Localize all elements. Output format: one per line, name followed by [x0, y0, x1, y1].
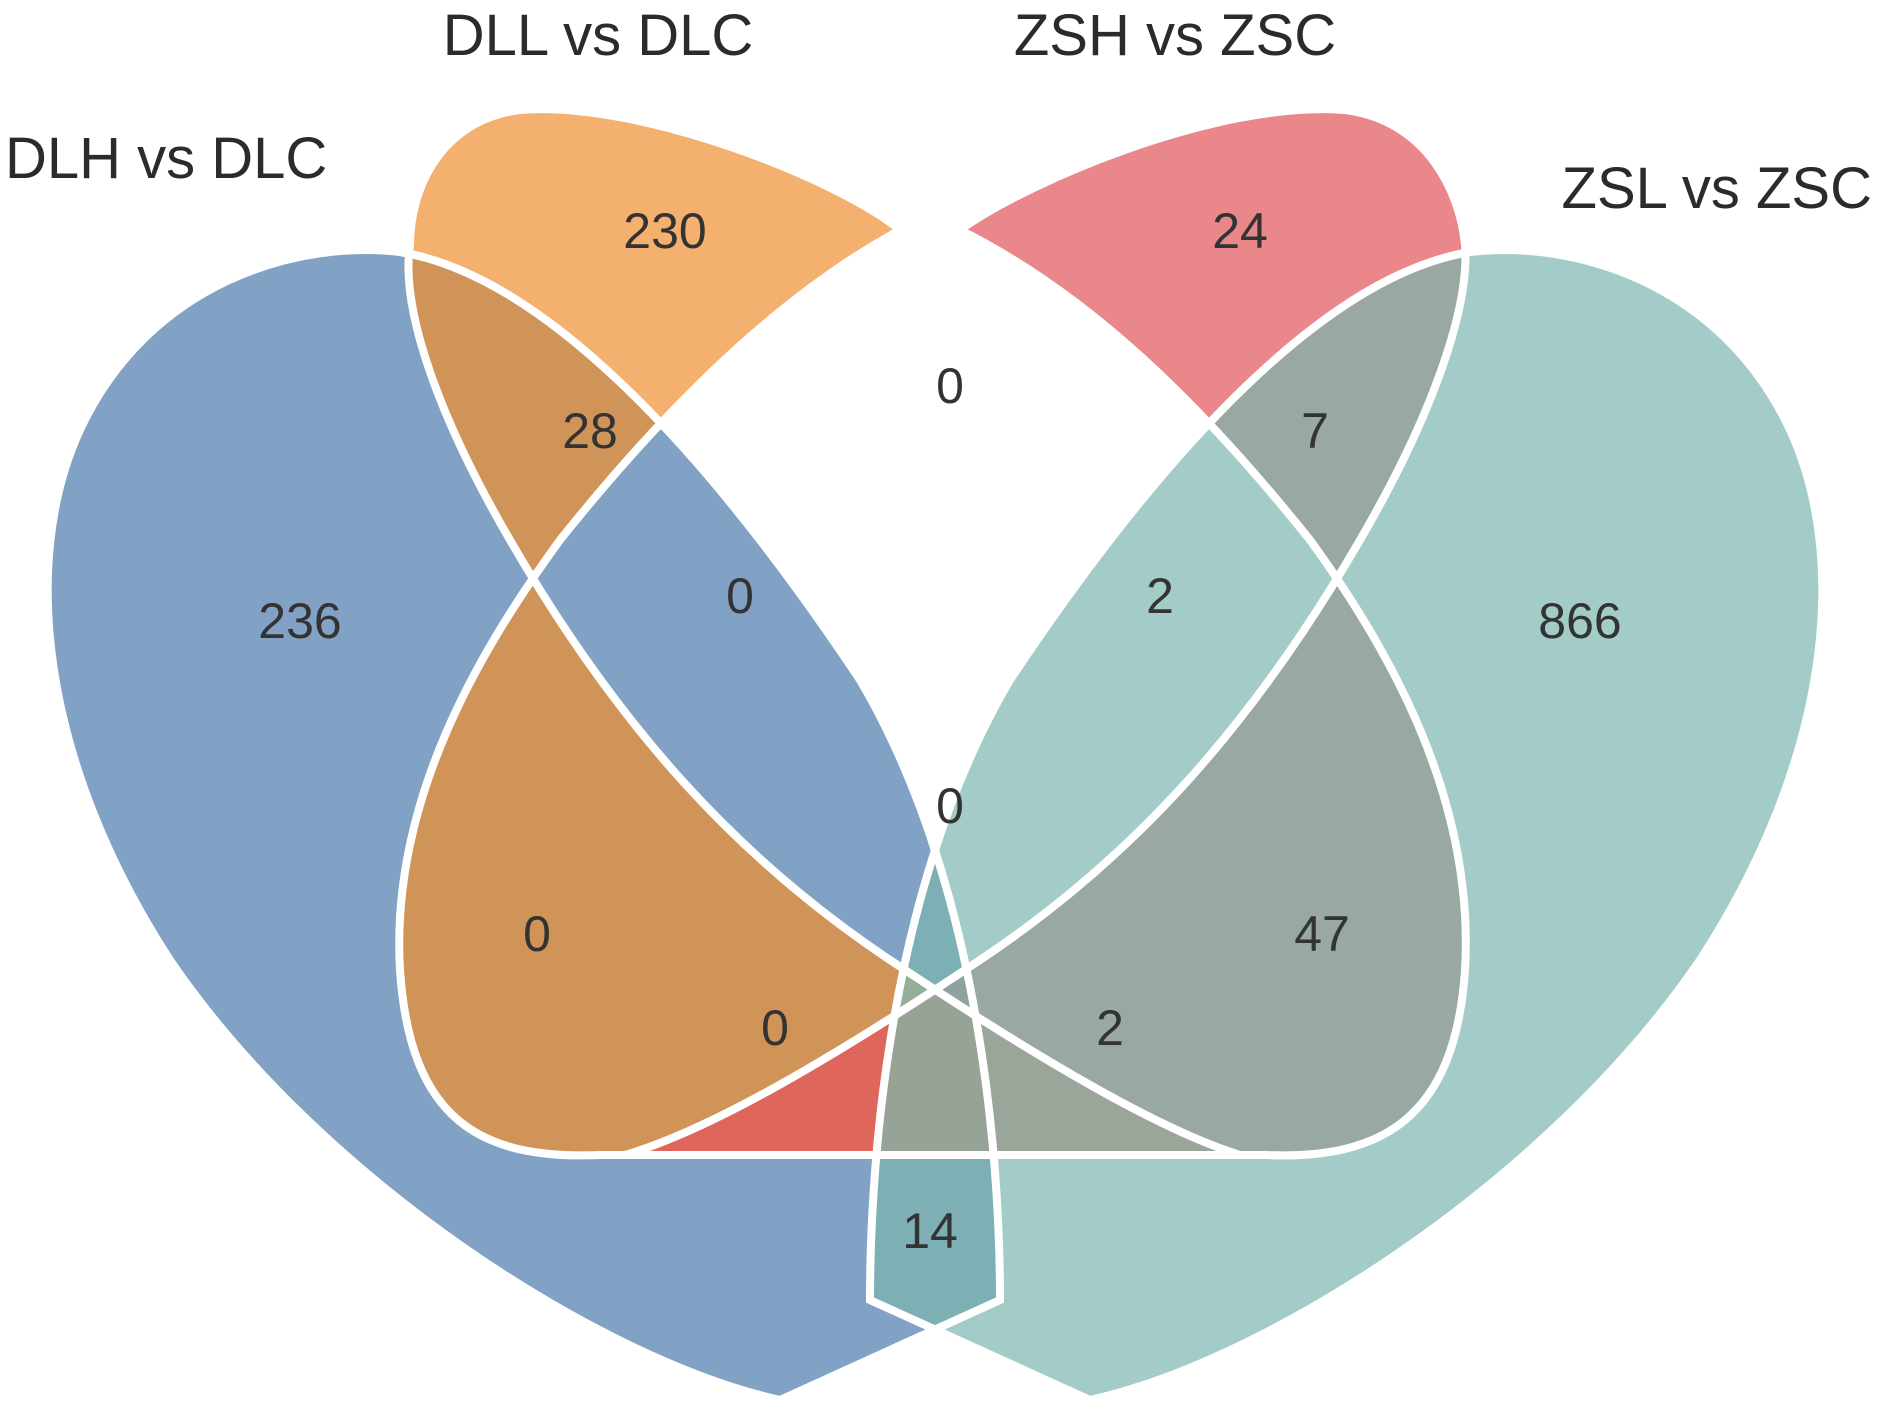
- region-count-abcd: 0: [936, 778, 964, 834]
- region-count-abc: 0: [726, 568, 754, 624]
- region-count-bcd: 2: [1146, 568, 1174, 624]
- set-outline-c: [623, 105, 1470, 1160]
- venn-outlines: [43, 105, 1827, 1405]
- region-count-c: 24: [1212, 203, 1268, 259]
- region-count-bd: 47: [1294, 906, 1350, 962]
- set-outline-a: [43, 246, 1005, 1405]
- region-count-cd: 7: [1301, 403, 1329, 459]
- set-label-c: ZSH vs ZSC: [1014, 3, 1336, 68]
- set-label-a: DLH vs DLC: [5, 126, 327, 191]
- region-count-ad: 14: [902, 1203, 958, 1259]
- set-outline-b: [395, 105, 1242, 1160]
- region-count-abd: 2: [1096, 1000, 1124, 1056]
- venn-set-labels: DLH vs DLC DLL vs DLC ZSH vs ZSC ZSL vs ZSC: [5, 3, 1872, 221]
- venn-region-counts: 236 230 24 866 28 0 7 0 47 14 0 2 0 2 0: [258, 203, 1621, 1259]
- region-count-acd: 0: [761, 1000, 789, 1056]
- region-count-a: 236: [258, 593, 341, 649]
- set-label-d: ZSL vs ZSC: [1562, 156, 1872, 221]
- set-outline-d: [865, 246, 1827, 1405]
- region-count-b: 230: [623, 203, 706, 259]
- region-count-ab: 28: [562, 403, 618, 459]
- region-count-d: 866: [1538, 593, 1621, 649]
- set-label-b: DLL vs DLC: [443, 3, 754, 68]
- region-count-bc: 0: [936, 358, 964, 414]
- region-count-ac: 0: [523, 906, 551, 962]
- region-abc: [625, 250, 1000, 1156]
